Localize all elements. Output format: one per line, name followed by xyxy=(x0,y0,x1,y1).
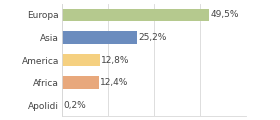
Bar xyxy=(62,31,137,44)
Text: 12,8%: 12,8% xyxy=(101,55,130,65)
Bar xyxy=(62,9,209,21)
Text: 12,4%: 12,4% xyxy=(100,78,129,87)
Text: 0,2%: 0,2% xyxy=(64,101,87,110)
Text: 25,2%: 25,2% xyxy=(138,33,167,42)
Bar xyxy=(62,54,100,66)
Bar xyxy=(62,76,99,89)
Text: 49,5%: 49,5% xyxy=(211,10,239,19)
